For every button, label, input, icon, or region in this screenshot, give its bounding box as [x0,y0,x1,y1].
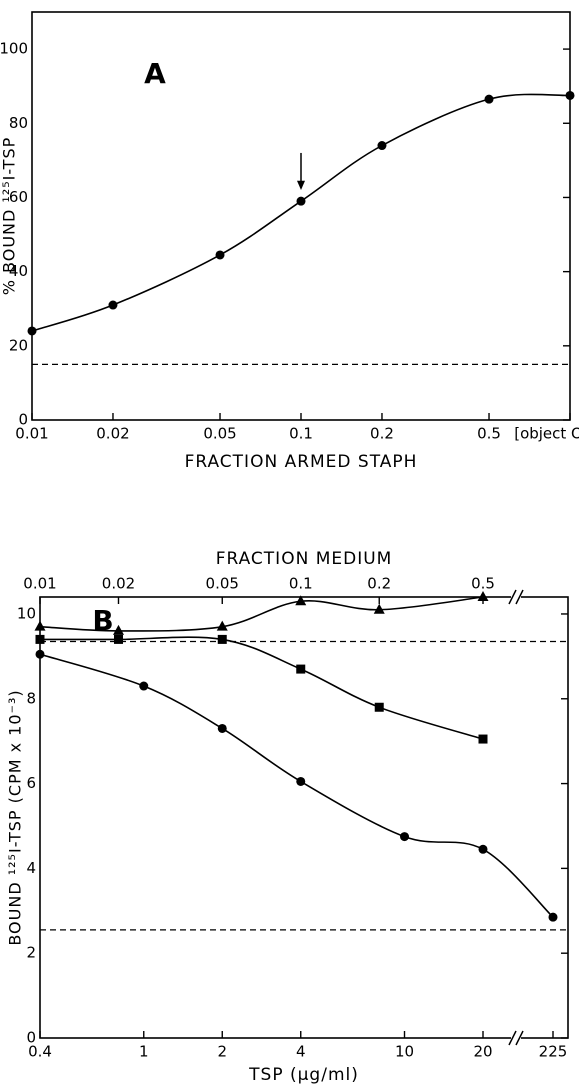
x2-tick-label: 0.1 [289,575,313,593]
point [296,776,306,786]
x-tick-label: 0.5 [477,425,501,443]
panel-label: B [92,604,113,637]
arrow-head [297,180,305,191]
x-tick-label: 225 [539,1043,568,1061]
plot-frame [39,596,569,1039]
x2-tick-label: 0.02 [102,575,135,593]
series-line [40,636,484,740]
x2-tick-label: 0.2 [367,575,391,593]
y-tick-label: 10 [17,604,36,622]
point [477,591,489,601]
x-tick-label: 20 [473,1043,492,1061]
y-axis-label: BOUND ¹²⁵I-TSP (CPM x 10⁻³) [6,689,25,945]
x-axis-label: TSP (μg/ml) [248,1065,359,1085]
x-tick-label: 2 [217,1043,227,1061]
x-tick-label: [object Object] [514,425,579,443]
point [27,326,37,336]
point [296,664,306,674]
point [217,634,227,644]
y-axis-label: % BOUND ¹²⁵I-TSP [0,137,19,296]
point [216,620,228,631]
x-tick-label: 4 [296,1043,306,1061]
point [565,90,575,100]
point [215,250,225,260]
y-tick-label: 4 [26,859,36,877]
x-tick-label: 0.01 [15,425,48,443]
axis-break [515,589,524,605]
point [217,723,227,733]
x-tick-label: 1 [139,1043,149,1061]
y-tick-label: 2 [26,944,36,962]
x-tick-label: 0.1 [289,425,313,443]
point [484,94,494,104]
point [35,649,45,659]
y-tick-label: 6 [26,774,36,792]
series-line [31,93,571,332]
x-tick-label: 0.2 [370,425,394,443]
y-tick-label: 20 [9,336,28,354]
y-tick-label: 40 [9,262,28,280]
x-tick-label: 0.05 [203,425,236,443]
point [112,624,124,635]
x2-tick-label: 0.01 [23,575,56,593]
x2-axis-label: FRACTION MEDIUM [216,549,393,569]
point [478,734,488,744]
y-tick-label: 8 [26,689,36,707]
point [34,620,46,631]
point [296,196,306,206]
y-tick-label: 60 [9,188,28,206]
x-tick-label: 0.02 [96,425,129,443]
x-tick-label: 10 [395,1043,414,1061]
point [295,595,307,606]
y-tick-label: 100 [0,40,28,58]
axis-break [508,1030,517,1046]
point [374,702,384,712]
x2-tick-label: 0.5 [471,575,495,593]
panel-label: A [144,57,166,90]
y-tick-label: 0 [26,1029,36,1047]
point [113,634,123,644]
axis-break [515,1030,524,1046]
x-axis-label: FRACTION ARMED STAPH [185,452,418,472]
point [377,141,387,151]
plot-frame [31,11,571,421]
x-tick-label: 0.4 [28,1043,52,1061]
point [400,832,410,842]
point [139,681,149,691]
axis-break [508,589,517,605]
point [478,844,488,854]
point [108,300,118,310]
axis-break-gap [511,589,521,605]
series-line [39,653,554,918]
x2-tick-label: 0.05 [206,575,239,593]
axis-break-gap [511,1030,521,1046]
point [548,912,558,922]
point [373,603,385,614]
y-tick-label: 80 [9,114,28,132]
point [35,634,45,644]
y-tick-label: 0 [18,411,28,429]
